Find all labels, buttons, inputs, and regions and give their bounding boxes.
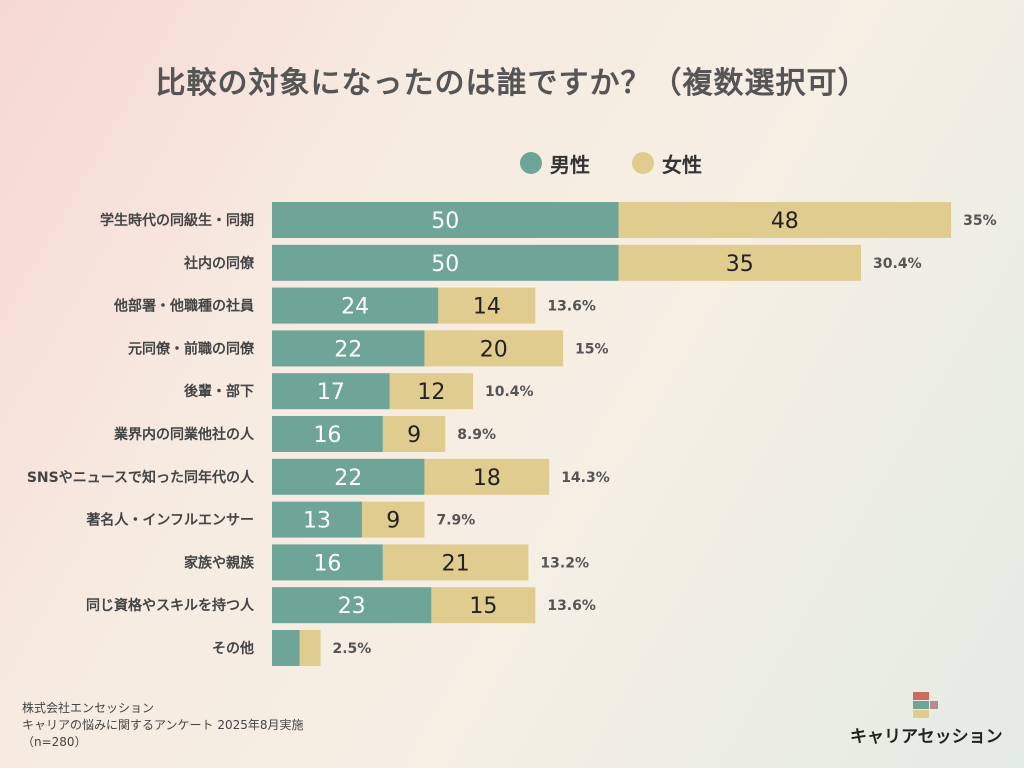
value-label-male: 16: [313, 423, 341, 448]
category-label: 他部署・他職種の社員: [113, 298, 254, 315]
bar-male: [272, 202, 619, 238]
bar-female: [362, 501, 425, 538]
value-label-male: 22: [334, 466, 362, 491]
bar-female: [431, 587, 536, 624]
value-label-female: 15: [469, 594, 497, 619]
value-label-male: 13: [303, 509, 331, 534]
category-label: 学生時代の同級生・同期: [100, 212, 254, 229]
bar-male: [272, 630, 300, 666]
legend-item-female: 女性: [632, 149, 702, 178]
value-label-female: 18: [473, 466, 501, 491]
bar-female: [382, 544, 529, 581]
value-label-male: 17: [317, 380, 345, 405]
bar-male: [272, 287, 439, 324]
source-survey: キャリアの悩みに関するアンケート 2025年8月実施: [22, 718, 304, 732]
category-label: 社内の同僚: [183, 255, 255, 272]
bar-male: [272, 544, 383, 581]
category-label: SNSやニュースで知った同年代の人: [27, 469, 255, 486]
logo-mark-icon: [913, 692, 938, 718]
percentage-label: 13.2%: [540, 555, 589, 571]
value-label-male: 50: [431, 252, 459, 277]
bar-male: [272, 587, 432, 624]
value-label-male: 23: [338, 594, 366, 619]
bar-female: [618, 202, 952, 238]
category-label: 後輩・部下: [184, 383, 254, 400]
value-label-male: 22: [334, 337, 362, 362]
bar-male: [272, 458, 425, 495]
percentage-label: 14.3%: [561, 470, 610, 486]
legend-label-male: 男性: [550, 152, 590, 177]
category-label: 家族や親族: [184, 554, 255, 571]
category-label: 著名人・インフルエンサー: [85, 512, 254, 529]
value-label-female: 9: [386, 509, 400, 534]
percentage-label: 13.6%: [547, 598, 596, 614]
brand-logo: キャリアセッション: [850, 690, 1010, 750]
category-label: 同じ資格やスキルを持つ人: [86, 597, 255, 614]
legend-label-female: 女性: [662, 152, 702, 177]
chart-legend: 男性 女性: [520, 149, 744, 178]
bar-male: [272, 244, 619, 281]
source-company: 株式会社エンセッション: [22, 701, 155, 715]
percentage-label: 13.6%: [547, 299, 596, 315]
value-label-female: 14: [473, 295, 501, 320]
bar-female: [424, 458, 550, 495]
bar-male: [272, 501, 363, 538]
category-label: その他: [212, 640, 254, 657]
bar-female: [618, 244, 862, 281]
value-label-female: 9: [407, 423, 421, 448]
value-label-male: 50: [431, 209, 459, 234]
percentage-label: 15%: [575, 341, 609, 357]
bar-male: [272, 373, 390, 410]
category-label: 業界内の同業他社の人: [113, 426, 255, 443]
percentage-label: 30.4%: [873, 256, 922, 272]
bar-chart: 学生時代の同級生・同期 50 48 35% 社内の同僚 50 35 30.4% 他部署・他職種の…: [27, 202, 997, 666]
legend-swatch-male: [520, 152, 542, 174]
source-sample-size: （n=280）: [22, 735, 87, 749]
bar-female: [389, 373, 473, 410]
value-label-female: 12: [417, 380, 445, 405]
bar-female: [424, 330, 564, 367]
value-label-male: 24: [341, 295, 369, 320]
bar-male: [272, 330, 425, 367]
chart-title: 比較の対象になったのは誰ですか？（複数選択可）: [155, 66, 869, 101]
percentage-label: 2.5%: [333, 641, 372, 657]
value-label-female: 35: [726, 252, 754, 277]
value-label-female: 48: [771, 209, 799, 234]
category-label: 元同僚・前職の同僚: [128, 340, 255, 357]
bar-female: [382, 416, 446, 452]
logo-text: キャリアセッション: [850, 727, 1003, 747]
legend-swatch-female: [632, 152, 654, 174]
bar-male: [272, 416, 383, 452]
percentage-label: 7.9%: [436, 513, 475, 529]
value-label-female: 21: [442, 551, 470, 576]
percentage-label: 10.4%: [485, 384, 534, 400]
legend-item-male: 男性: [520, 149, 590, 178]
bar-female: [438, 287, 536, 324]
value-label-female: 20: [480, 337, 508, 362]
bar-female: [299, 630, 321, 666]
percentage-label: 35%: [963, 213, 997, 229]
percentage-label: 8.9%: [457, 427, 496, 443]
value-label-male: 16: [313, 551, 341, 576]
source-note: 株式会社エンセッション キャリアの悩みに関するアンケート 2025年8月実施 （…: [22, 700, 304, 751]
